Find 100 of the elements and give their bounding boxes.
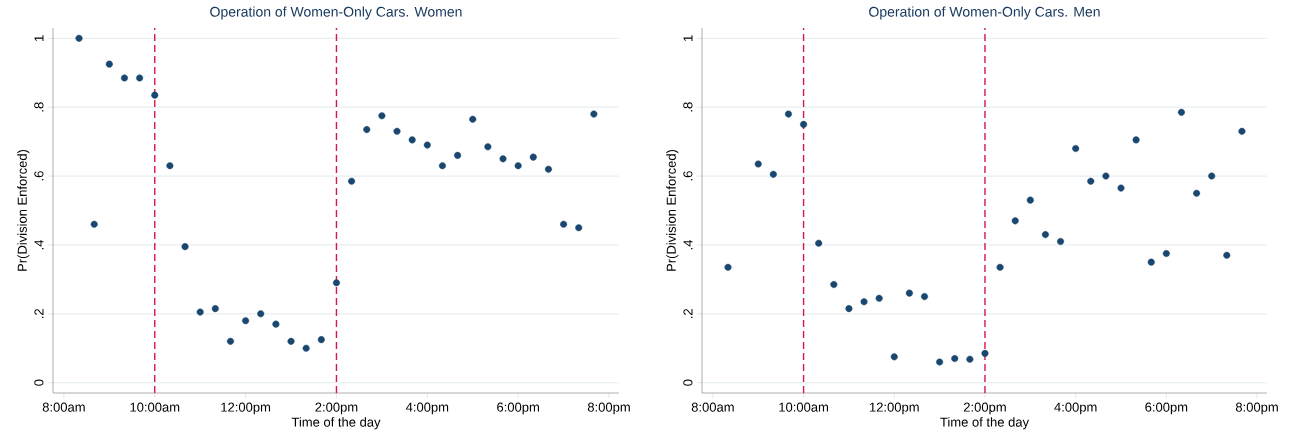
point [499,155,507,163]
y-tick-label: 0 [683,379,693,386]
point [724,263,732,271]
x-tick-label: 8:00pm [1235,402,1278,415]
point [529,153,537,161]
point [890,353,898,361]
point [90,220,98,228]
point [1102,172,1110,180]
point [484,143,492,151]
x-tick-label: 10:00am [779,402,829,412]
x-tick-label: 8:00am [691,402,734,412]
point [875,294,883,302]
point [332,279,340,287]
point [981,349,989,357]
x-axis-title: Time of the day [291,417,381,430]
point [363,126,371,134]
point [996,263,1004,271]
chart-title: Operation of Women-Only Cars. Women [210,6,462,20]
point [1223,251,1231,259]
x-tick-label: 6:00pm [1145,402,1188,415]
point [769,170,777,178]
point [544,165,552,173]
point [469,115,477,123]
point [75,34,83,42]
y-tick-label: .6 [683,171,693,181]
point [408,136,416,144]
point [348,177,356,185]
y-tick-label: .8 [683,102,693,112]
y-axis-title: Pr(Division Enforced) [17,149,30,271]
point [1026,196,1034,204]
point [951,355,959,363]
point [272,320,280,328]
point [845,305,853,313]
x-tick-label: 8:00am [42,402,85,412]
point [423,141,431,149]
point [166,162,174,170]
point [136,74,144,82]
y-tick-label: .2 [34,309,44,319]
point [105,60,113,68]
point [151,91,159,99]
point [1072,145,1080,153]
y-tick-label: .4 [683,239,693,250]
point [1147,258,1155,266]
point [1238,127,1246,135]
point [1208,172,1216,180]
point [514,162,522,170]
point [784,110,792,118]
point [1193,189,1201,197]
x-tick-label: 10:00am [130,402,180,412]
chart-title: Operation of Women-Only Cars. Men [869,6,1100,20]
y-axis-title: Pr(Division Enforced) [666,149,679,271]
y-tick-label: .8 [34,102,44,112]
point [317,336,325,344]
x-axis-title: Time of the day [940,417,1030,430]
point [800,120,808,128]
x-tick-label: 4:00pm [405,402,449,415]
x-tick-label: 2:00pm [963,402,1006,415]
point [860,298,868,306]
x-tick-label: 6:00pm [497,402,539,415]
point [560,220,568,228]
point [196,308,204,316]
point [815,239,823,247]
point [302,344,310,352]
point [1117,184,1125,192]
point [1011,217,1019,225]
point [936,358,944,366]
point [242,317,250,325]
point [287,337,295,345]
point [378,112,386,120]
point [921,293,929,301]
point [575,224,583,232]
point [905,289,913,297]
point [1177,108,1185,116]
y-tick-label: .6 [34,171,44,181]
point [226,337,234,345]
x-tick-label: 2:00pm [315,402,358,415]
point [181,243,189,251]
point [1057,237,1065,245]
point [120,74,128,82]
point [830,281,838,289]
y-tick-label: .2 [683,309,693,319]
point [966,355,974,363]
point [1162,250,1170,258]
point [590,110,598,118]
x-tick-label: 12:00pm [869,402,919,415]
y-tick-label: .4 [34,239,44,250]
point [1132,136,1140,144]
point [257,310,265,318]
y-tick-label: 1 [34,35,44,41]
point [438,162,446,170]
point [1087,177,1095,185]
x-tick-label: 4:00pm [1054,402,1097,415]
y-tick-label: 0 [34,379,44,386]
point [393,127,401,135]
point [1041,231,1049,239]
x-tick-label: 12:00pm [221,402,271,415]
point [211,305,219,313]
y-tick-label: 1 [683,35,693,41]
point [754,160,762,168]
x-tick-label: 8:00pm [587,402,630,415]
